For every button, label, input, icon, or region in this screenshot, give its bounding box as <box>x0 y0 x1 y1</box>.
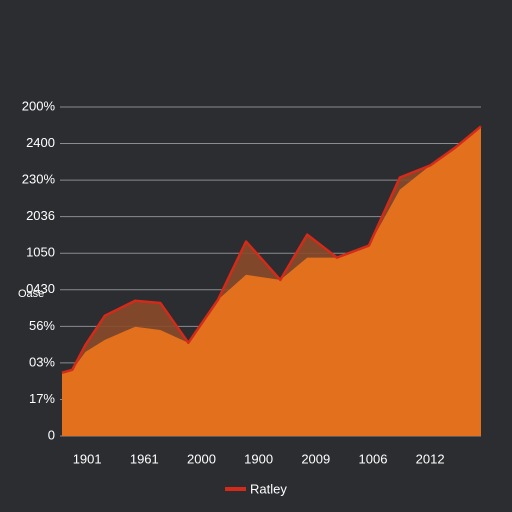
x-tick-label: 2009 <box>301 451 330 466</box>
x-tick-label: 2012 <box>416 451 445 466</box>
x-tick-label: 1006 <box>359 451 388 466</box>
x-tick-label: 1901 <box>73 451 102 466</box>
y-tick-label: 2400 <box>26 135 55 150</box>
legend-label: Ratley <box>250 481 287 496</box>
y-tick-label: 17% <box>29 391 55 406</box>
y-tick-label: 0430 <box>26 281 55 296</box>
y-tick-label: 200% <box>22 98 56 113</box>
x-tick-label: 2000 <box>187 451 216 466</box>
y-tick-label: 230% <box>22 172 56 187</box>
x-tick-label: 1900 <box>244 451 273 466</box>
y-tick-label: 2036 <box>26 208 55 223</box>
y-tick-label: 03% <box>29 354 55 369</box>
x-tick-label: 1961 <box>130 451 159 466</box>
y-tick-label: 56% <box>29 318 55 333</box>
y-tick-label: 0 <box>48 427 55 442</box>
data-line <box>61 125 482 374</box>
y-axis-label: Oase <box>18 288 44 300</box>
area-fill <box>62 126 481 436</box>
y-tick-label: 1050 <box>26 245 55 260</box>
